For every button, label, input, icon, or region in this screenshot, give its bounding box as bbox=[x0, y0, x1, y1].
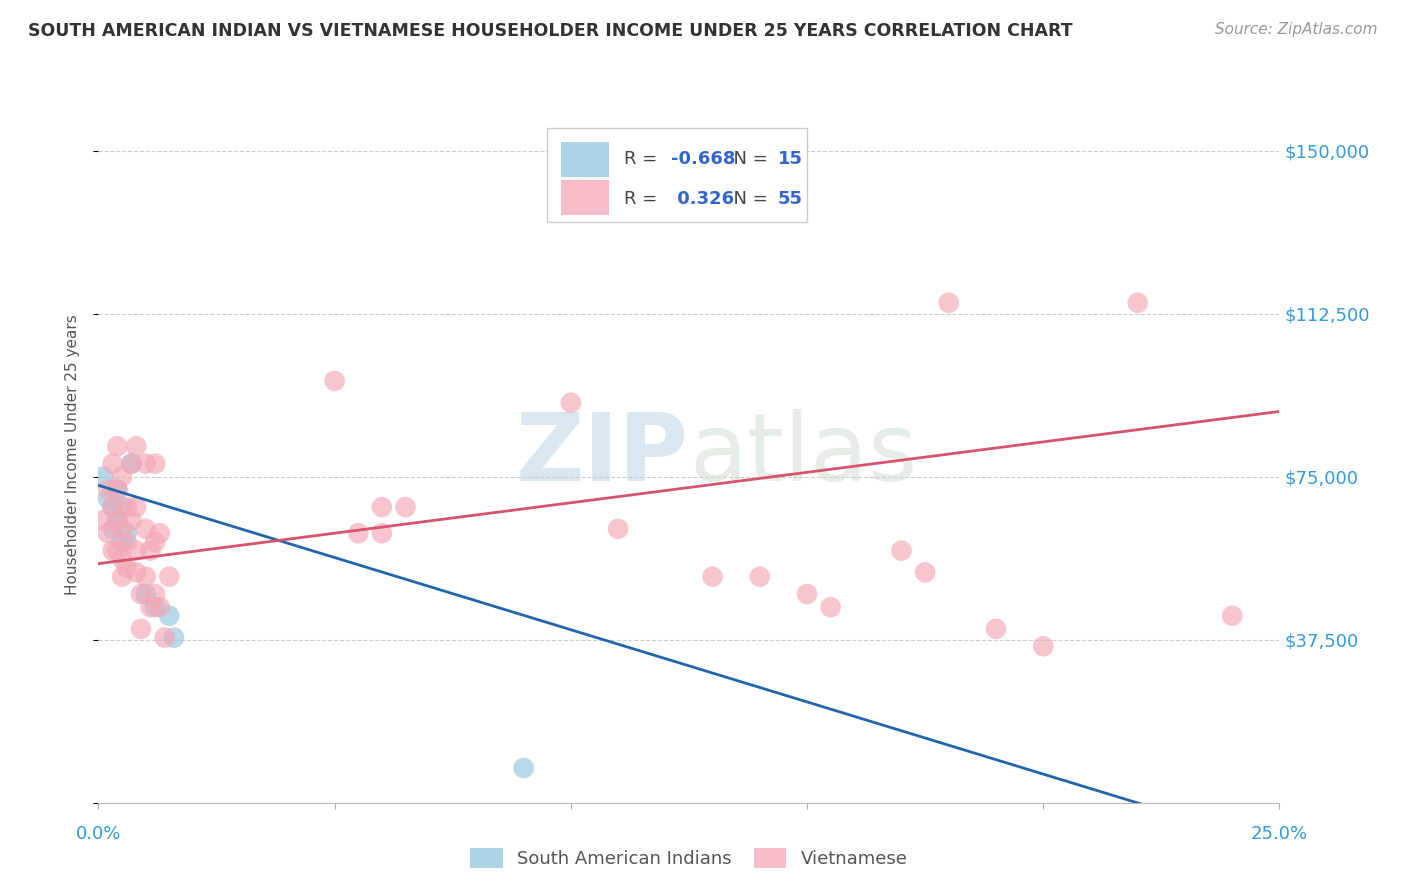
Point bbox=[105, 483, 128, 497]
Point bbox=[157, 608, 180, 623]
Point bbox=[394, 500, 416, 514]
Point bbox=[115, 526, 138, 541]
Point bbox=[512, 761, 534, 775]
Point bbox=[149, 600, 172, 615]
Point bbox=[143, 457, 166, 471]
Text: R =: R = bbox=[624, 150, 664, 169]
Text: 15: 15 bbox=[778, 150, 803, 169]
Point bbox=[101, 500, 124, 514]
Text: -0.668: -0.668 bbox=[671, 150, 735, 169]
FancyBboxPatch shape bbox=[561, 142, 609, 177]
Point bbox=[938, 295, 960, 310]
Point bbox=[139, 543, 162, 558]
Point bbox=[115, 500, 138, 514]
Text: N =: N = bbox=[723, 150, 773, 169]
Point bbox=[371, 500, 394, 514]
Text: N =: N = bbox=[723, 190, 773, 208]
Point bbox=[125, 566, 148, 580]
Point bbox=[163, 631, 186, 645]
Point bbox=[153, 631, 176, 645]
Text: R =: R = bbox=[624, 190, 664, 208]
Point bbox=[796, 587, 818, 601]
Point bbox=[105, 513, 128, 527]
Point bbox=[91, 469, 114, 483]
Text: atlas: atlas bbox=[689, 409, 917, 501]
Point bbox=[702, 570, 724, 584]
Point bbox=[97, 491, 120, 506]
Point bbox=[115, 535, 138, 549]
Point bbox=[111, 522, 134, 536]
Point bbox=[129, 622, 152, 636]
Point bbox=[105, 543, 128, 558]
Point bbox=[135, 587, 157, 601]
Point bbox=[135, 570, 157, 584]
Point bbox=[139, 600, 162, 615]
Point bbox=[121, 457, 143, 471]
Text: 0.0%: 0.0% bbox=[76, 825, 121, 843]
Point bbox=[91, 513, 114, 527]
FancyBboxPatch shape bbox=[561, 180, 609, 215]
Point bbox=[105, 513, 128, 527]
Point bbox=[143, 587, 166, 601]
Text: 0.326: 0.326 bbox=[671, 190, 734, 208]
Point bbox=[97, 526, 120, 541]
Point bbox=[97, 483, 120, 497]
Point bbox=[820, 600, 842, 615]
Point bbox=[914, 566, 936, 580]
Point bbox=[111, 570, 134, 584]
Point bbox=[347, 526, 370, 541]
Point bbox=[149, 526, 172, 541]
Point bbox=[125, 439, 148, 453]
Point bbox=[105, 483, 128, 497]
Point bbox=[111, 552, 134, 566]
Point bbox=[748, 570, 770, 584]
Point bbox=[135, 522, 157, 536]
Point bbox=[101, 543, 124, 558]
Point bbox=[111, 469, 134, 483]
Point bbox=[157, 570, 180, 584]
FancyBboxPatch shape bbox=[547, 128, 807, 222]
Point bbox=[111, 500, 134, 514]
Point bbox=[121, 513, 143, 527]
Text: Source: ZipAtlas.com: Source: ZipAtlas.com bbox=[1215, 22, 1378, 37]
Point bbox=[143, 535, 166, 549]
Point bbox=[890, 543, 912, 558]
Point bbox=[111, 535, 134, 549]
Point bbox=[125, 543, 148, 558]
Point bbox=[607, 522, 630, 536]
Point bbox=[105, 439, 128, 453]
Y-axis label: Householder Income Under 25 years: Householder Income Under 25 years bbox=[65, 315, 80, 595]
Point bbox=[101, 457, 124, 471]
Point bbox=[1126, 295, 1149, 310]
Point bbox=[115, 561, 138, 575]
Text: ZIP: ZIP bbox=[516, 409, 689, 501]
Point bbox=[121, 457, 143, 471]
Point bbox=[1220, 608, 1243, 623]
Point bbox=[1032, 639, 1054, 653]
Point bbox=[323, 374, 346, 388]
Point bbox=[101, 522, 124, 536]
Point bbox=[135, 457, 157, 471]
Point bbox=[125, 500, 148, 514]
Point bbox=[371, 526, 394, 541]
Point bbox=[143, 600, 166, 615]
Legend: South American Indians, Vietnamese: South American Indians, Vietnamese bbox=[465, 842, 912, 874]
Text: 55: 55 bbox=[778, 190, 803, 208]
Point bbox=[560, 396, 582, 410]
Text: 25.0%: 25.0% bbox=[1251, 825, 1308, 843]
Point bbox=[984, 622, 1007, 636]
Text: SOUTH AMERICAN INDIAN VS VIETNAMESE HOUSEHOLDER INCOME UNDER 25 YEARS CORRELATIO: SOUTH AMERICAN INDIAN VS VIETNAMESE HOUS… bbox=[28, 22, 1073, 40]
Point bbox=[129, 587, 152, 601]
Point bbox=[101, 500, 124, 514]
